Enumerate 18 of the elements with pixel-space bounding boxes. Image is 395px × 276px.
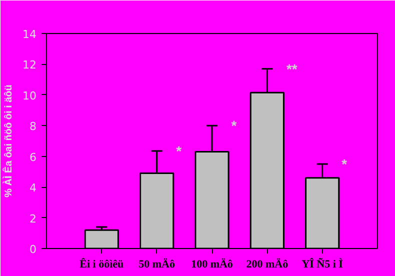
- x-tick-label: 50 mÄô: [138, 258, 176, 270]
- x-tick-label: 100 mÄô: [191, 258, 234, 270]
- y-tick-label: 0: [30, 243, 36, 256]
- y-tick-label: 14: [22, 28, 37, 41]
- y-tick-label: 4: [30, 182, 36, 195]
- x-tick-label: YÎ Ñ5 i Ì: [302, 258, 343, 270]
- annotation: *: [342, 156, 348, 172]
- y-tick-label: 10: [22, 89, 37, 102]
- annotation: **: [286, 60, 298, 77]
- y-tick-label: 12: [22, 58, 37, 72]
- y-tick-label: 8: [30, 120, 36, 134]
- y-tick-label: 2: [30, 212, 36, 226]
- annotation: *: [231, 118, 238, 134]
- x-tick-label: 200 mÄô: [246, 258, 289, 270]
- x-tick-label: Êi i öôìêü: [80, 258, 124, 270]
- y-tick-label: 6: [30, 150, 36, 164]
- annotation: *: [176, 142, 182, 159]
- y-axis-title: % ÀÌ Êa ôai ñöô ôi i äôü: [2, 84, 15, 198]
